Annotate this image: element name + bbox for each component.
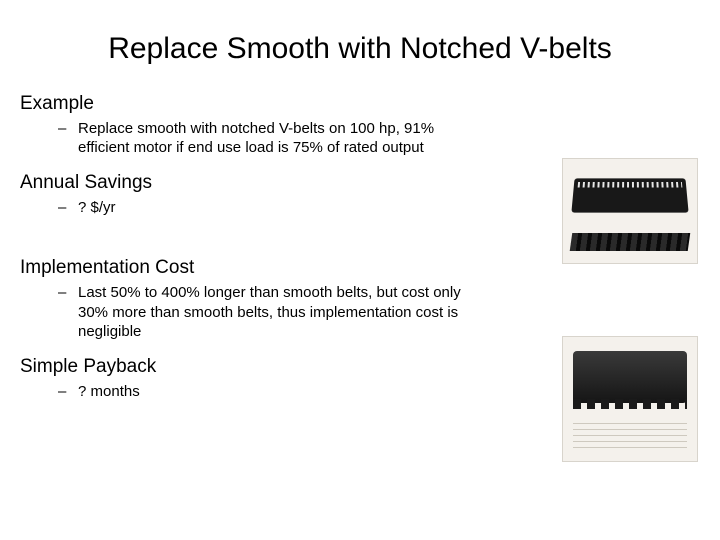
bullet-implementation-cost: Last 50% to 400% longer than smooth belt… xyxy=(58,283,488,342)
cogged-belt-image xyxy=(562,336,698,462)
belt-illustration-notches xyxy=(570,233,691,251)
belt-illustration-top xyxy=(571,178,688,212)
slide-container: Replace Smooth with Notched V-belts Exam… xyxy=(0,0,720,540)
bullet-simple-payback: ? months xyxy=(58,382,488,402)
heading-simple-payback: Simple Payback xyxy=(20,356,540,378)
heading-example: Example xyxy=(20,93,540,115)
spacer xyxy=(20,231,540,257)
bullet-example: Replace smooth with notched V-belts on 1… xyxy=(58,119,488,158)
belt-illustration-body xyxy=(573,351,687,403)
heading-annual-savings: Annual Savings xyxy=(20,172,540,194)
slide-title: Replace Smooth with Notched V-belts xyxy=(80,30,640,68)
heading-implementation-cost: Implementation Cost xyxy=(20,257,540,279)
bullet-annual-savings: ? $/yr xyxy=(58,198,488,218)
image-caption-placeholder xyxy=(573,419,687,453)
vbelt-closeup-image xyxy=(562,158,698,264)
